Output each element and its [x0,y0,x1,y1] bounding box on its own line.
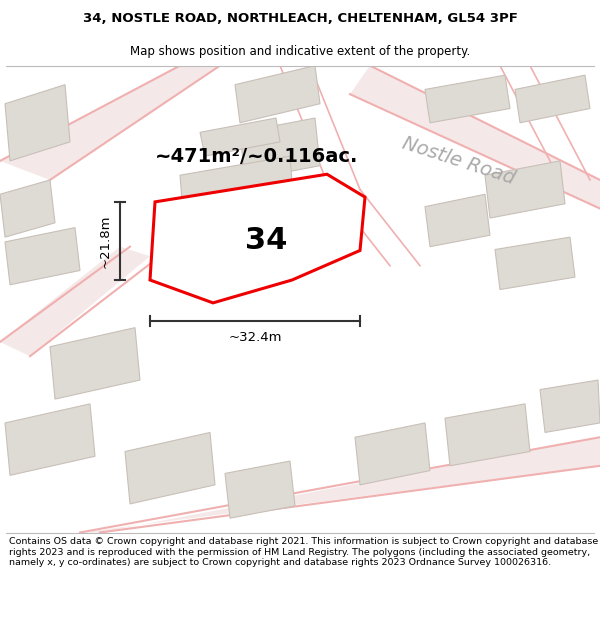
Polygon shape [495,237,575,289]
Polygon shape [485,161,565,218]
Polygon shape [0,180,55,237]
Polygon shape [5,404,95,476]
Polygon shape [355,423,430,485]
Text: ~21.8m: ~21.8m [99,214,112,268]
Polygon shape [515,75,590,122]
Polygon shape [240,118,320,180]
Text: ~471m²/~0.116ac.: ~471m²/~0.116ac. [155,147,358,166]
Text: 34, NOSTLE ROAD, NORTHLEACH, CHELTENHAM, GL54 3PF: 34, NOSTLE ROAD, NORTHLEACH, CHELTENHAM,… [83,12,517,25]
Text: 34: 34 [245,226,287,256]
Polygon shape [235,66,320,122]
Polygon shape [350,66,600,209]
Polygon shape [150,174,365,303]
Text: ~32.4m: ~32.4m [228,331,282,344]
Polygon shape [425,194,490,247]
Text: Nostle Road: Nostle Road [400,134,518,188]
Polygon shape [540,380,600,432]
Polygon shape [200,118,280,156]
Polygon shape [125,432,215,504]
Polygon shape [5,228,80,285]
Text: Contains OS data © Crown copyright and database right 2021. This information is : Contains OS data © Crown copyright and d… [9,538,598,568]
Polygon shape [50,328,140,399]
Polygon shape [425,75,510,122]
Text: Map shows position and indicative extent of the property.: Map shows position and indicative extent… [130,46,470,58]
Polygon shape [225,461,295,518]
Polygon shape [445,404,530,466]
Polygon shape [80,438,600,532]
Polygon shape [5,84,70,161]
Polygon shape [180,156,295,237]
Polygon shape [0,247,150,356]
Polygon shape [0,66,220,180]
